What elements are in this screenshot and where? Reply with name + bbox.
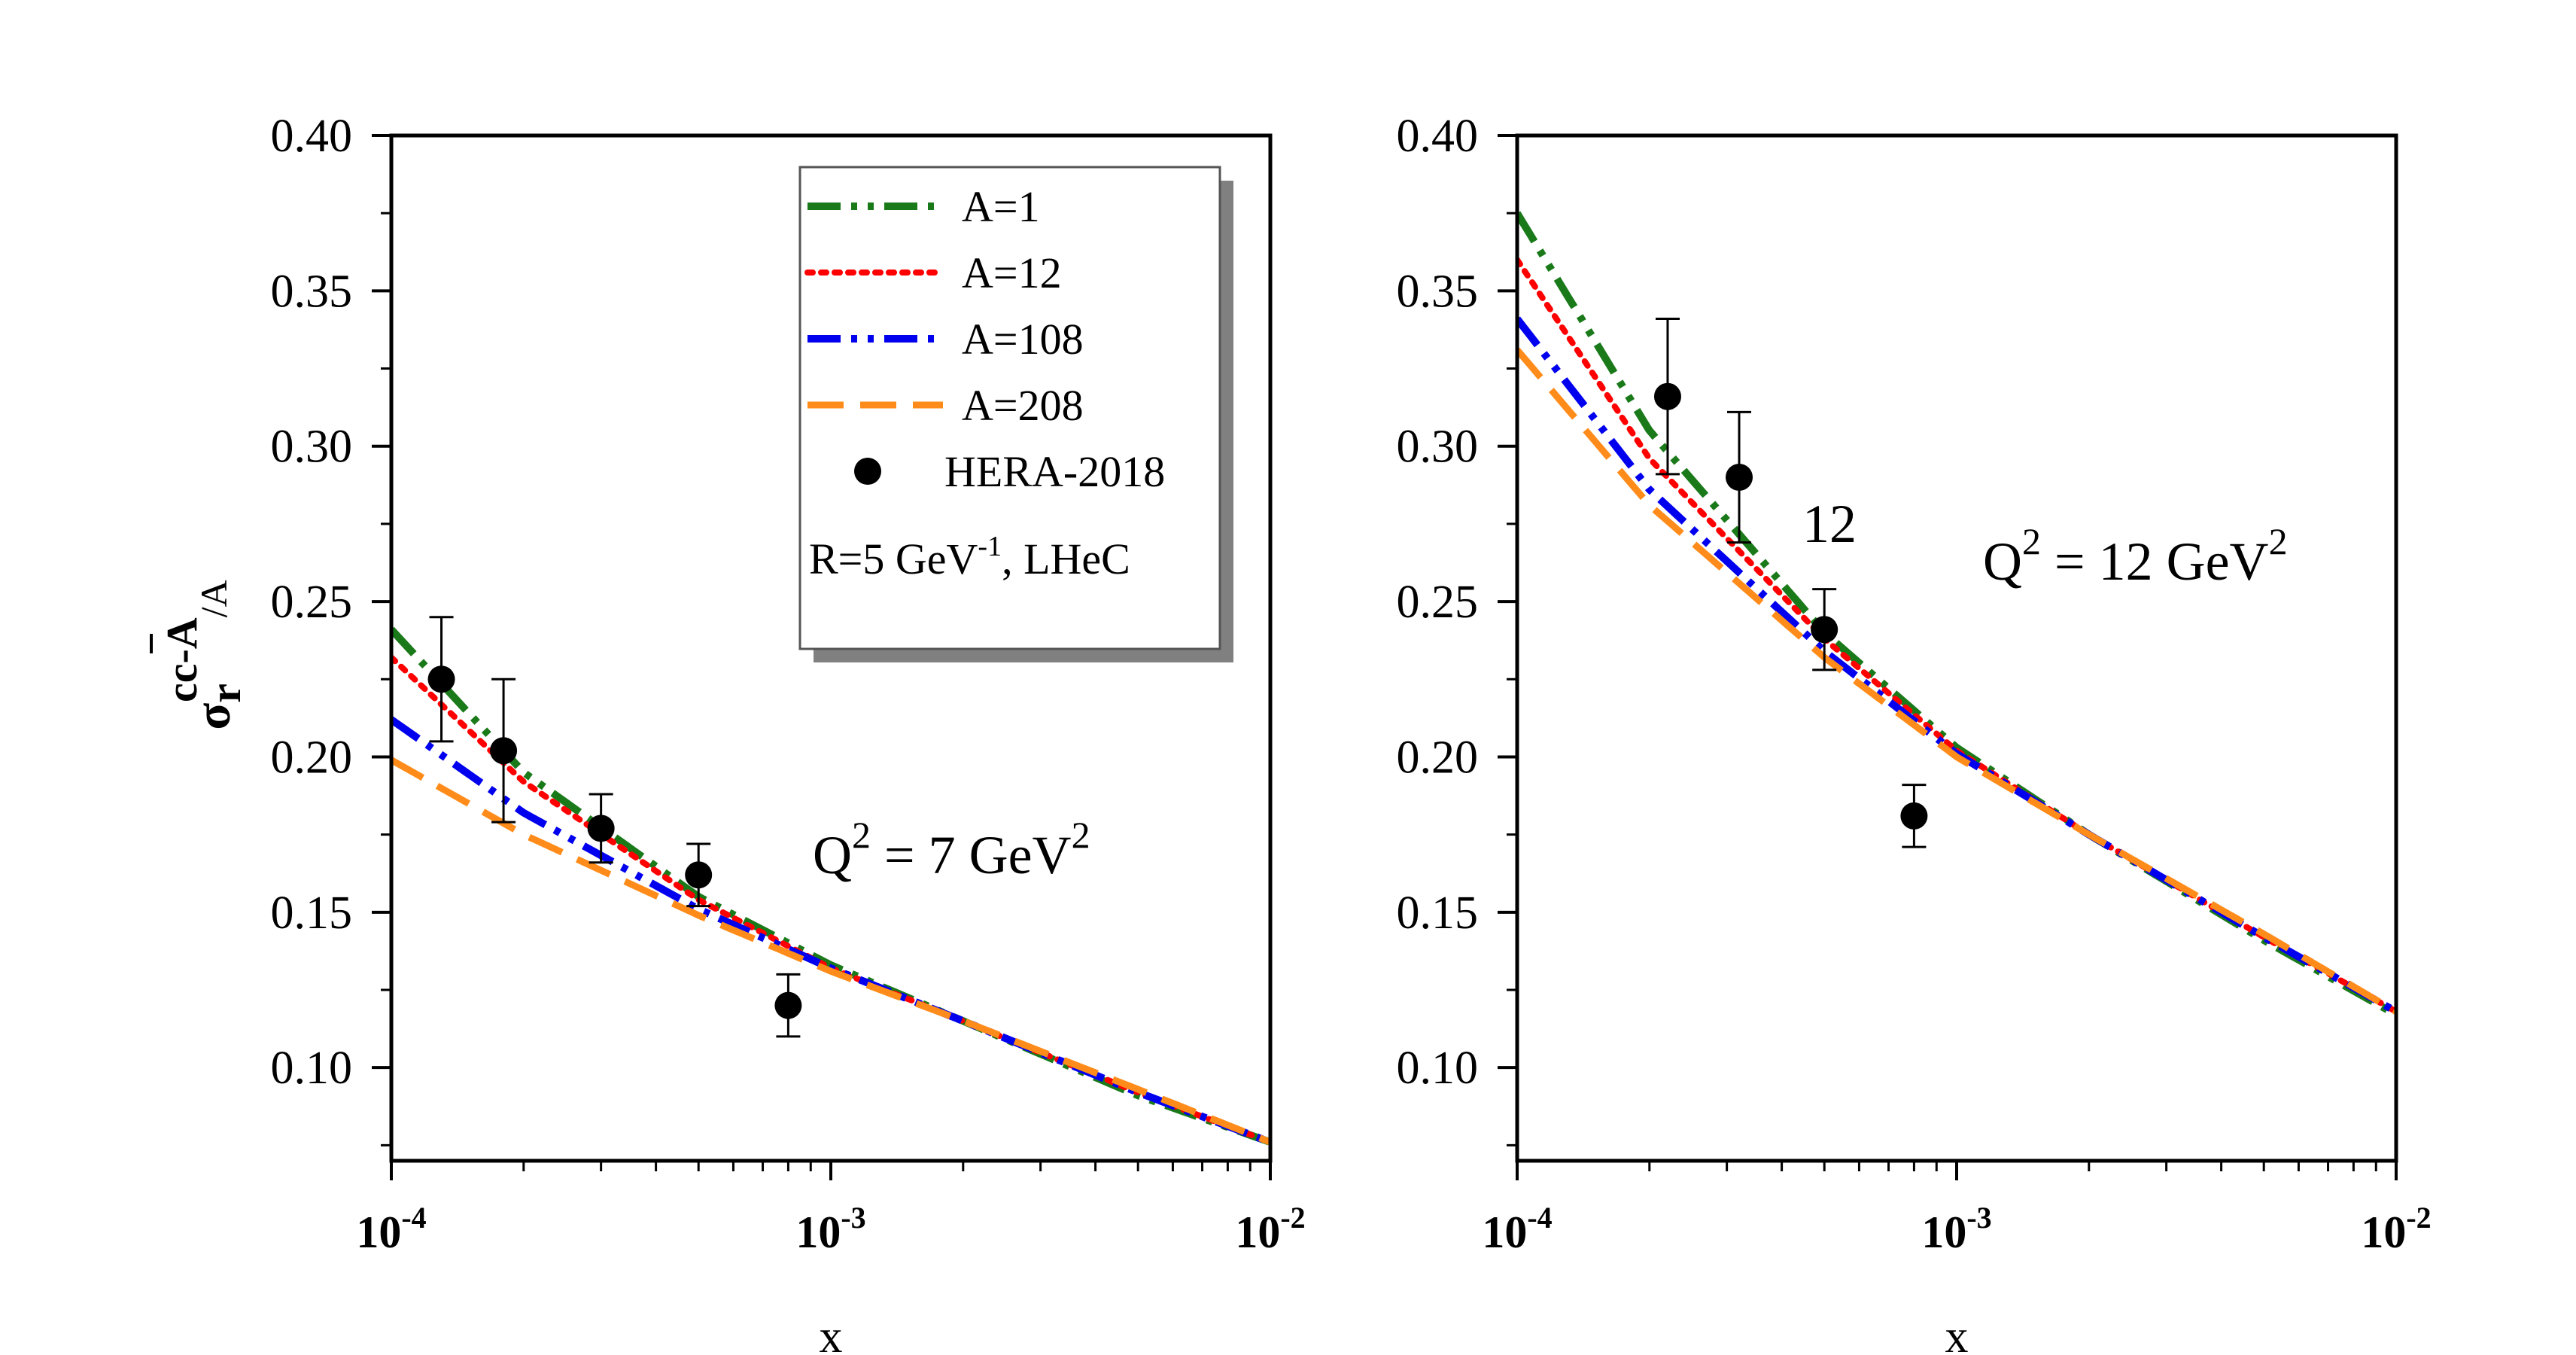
y-tick-label: 0.40: [1397, 111, 1479, 162]
legend-data-marker: [854, 458, 881, 485]
plot-frame: [389, 133, 1273, 1163]
series-line-a208: [391, 757, 1270, 1146]
legend-label: HERA-2018: [944, 447, 1165, 496]
panel-1: 0.10 0.15 0.20 0.25 0.30 0.35 0.40 10-4 10-3 10-2…: [271, 111, 1306, 1355]
y-tick-label: 0.35: [271, 266, 353, 317]
y-tick-label: 0.30: [1397, 422, 1479, 473]
y-tick-label: 0.15: [271, 888, 353, 939]
y-tick-label: 0.20: [1397, 732, 1479, 783]
y-tick-label: 0.35: [1397, 266, 1479, 317]
q2-annotation: Q2 = 7 GeV2: [813, 814, 1090, 885]
legend-label: A=108: [962, 315, 1084, 364]
y-tick-label: 0.30: [271, 422, 353, 473]
legend-label: A=1: [962, 182, 1040, 231]
data-point: [587, 815, 615, 842]
series-line-a12: [1517, 257, 2396, 1015]
y-tick-label: 0.10: [1397, 1043, 1479, 1094]
x-tick-label: 10-2: [1235, 1201, 1305, 1257]
y-axis-title: σrcc-A/A: [150, 580, 250, 730]
data-point: [774, 991, 802, 1019]
data-point: [1900, 802, 1928, 830]
series-group: [391, 626, 1270, 1146]
series-line-a12: [391, 654, 1270, 1146]
q2-annotation: Q2 = 12 GeV2: [1983, 520, 2288, 592]
series-line-a1: [1517, 211, 2396, 1019]
y-tick-label: 0.25: [1397, 577, 1479, 628]
panel-2: 0.10 0.15 0.20 0.25 0.30 0.35 0.40 10-4 10-3 10-2…: [1397, 111, 2432, 1355]
legend-label: A=208: [962, 381, 1084, 430]
data-point: [685, 861, 713, 889]
x-axis-title: x: [1945, 1311, 1969, 1355]
data-point: [1653, 382, 1681, 410]
x-tick-label: 10-4: [356, 1201, 426, 1257]
y-tick-label: 0.25: [271, 577, 353, 628]
data-point: [490, 737, 518, 765]
y-tick-label: 0.15: [1397, 888, 1479, 939]
extra-label: 12: [1802, 494, 1857, 554]
series-group: [1517, 211, 2396, 1019]
series-line-a1: [391, 626, 1270, 1146]
x-tick-label: 10-3: [1921, 1201, 1991, 1257]
data-point: [1726, 464, 1753, 491]
series-line-a208: [1517, 347, 2396, 1015]
plot-frame: [1515, 133, 2398, 1163]
legend-note: R=5 GeV-1, LHeC: [809, 531, 1130, 583]
y-axis-title-text: σrcc-A/A: [157, 580, 250, 729]
legend-label: A=12: [962, 248, 1062, 297]
x-axis-title: x: [820, 1311, 843, 1355]
x-tick-label: 10-2: [2361, 1201, 2431, 1257]
y-tick-label: 0.40: [271, 111, 353, 162]
y-tick-label: 0.10: [271, 1043, 353, 1094]
legend: A=1 A=12 A=108 A=208 HERA-2018 R=5 GeV-1, LHe…: [798, 166, 1233, 662]
data-point: [1811, 616, 1838, 644]
y-tick-label: 0.20: [271, 732, 353, 783]
x-tick-label: 10-4: [1482, 1201, 1552, 1257]
data-point: [427, 665, 455, 693]
x-tick-label: 10-3: [795, 1201, 865, 1257]
